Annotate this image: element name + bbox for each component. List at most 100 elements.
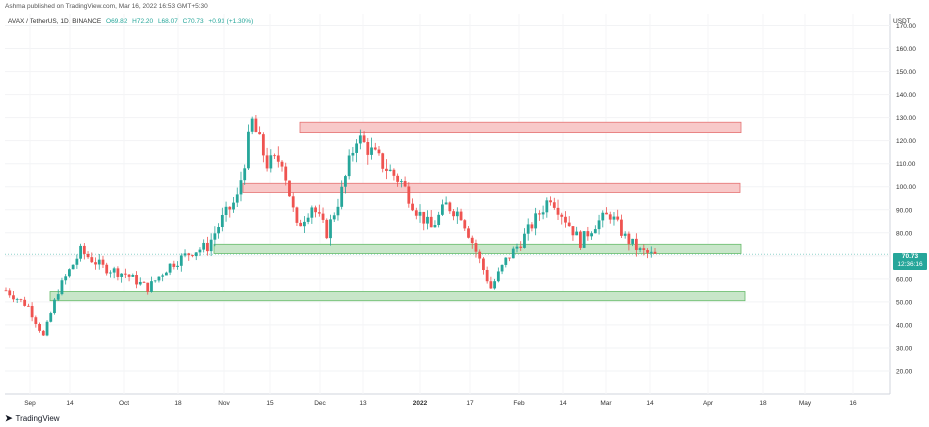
candle-body bbox=[504, 257, 508, 265]
footer-brand[interactable]: ➤ TradingView bbox=[5, 413, 60, 424]
candle-body bbox=[150, 281, 153, 292]
candle-body bbox=[299, 222, 303, 227]
candle-body bbox=[392, 169, 396, 176]
candle-body bbox=[485, 269, 489, 282]
candle-body bbox=[452, 211, 455, 217]
candle-body bbox=[601, 212, 605, 221]
candle-countdown: 12:36:16 bbox=[897, 261, 923, 268]
candle-body bbox=[541, 212, 545, 215]
brand-label: TradingView bbox=[15, 414, 60, 423]
candle-body bbox=[440, 204, 444, 215]
candle-body bbox=[444, 202, 448, 205]
candle-body bbox=[112, 268, 116, 273]
candle-body bbox=[388, 169, 392, 171]
candle-body bbox=[157, 276, 161, 281]
candle-body bbox=[258, 132, 262, 135]
x-tick-label: 14 bbox=[559, 400, 567, 407]
high-value: H72.20 bbox=[132, 18, 154, 25]
y-tick-label: 140.00 bbox=[896, 92, 916, 99]
candle-body bbox=[493, 281, 497, 289]
candle-body bbox=[224, 206, 228, 215]
candle-body bbox=[385, 168, 388, 171]
candle-body bbox=[41, 330, 45, 336]
candle-body bbox=[34, 317, 38, 324]
candle-body bbox=[64, 276, 68, 281]
candle-body bbox=[329, 219, 332, 239]
candle-body bbox=[75, 258, 79, 265]
candle-body bbox=[593, 229, 597, 234]
candle-body bbox=[567, 222, 571, 227]
candle-body bbox=[250, 118, 254, 132]
candle-body bbox=[243, 168, 247, 181]
y-tick-label: 130.00 bbox=[896, 115, 916, 122]
candle-body bbox=[377, 149, 381, 154]
candle-body bbox=[605, 212, 608, 215]
candle-body bbox=[8, 290, 12, 296]
y-tick-label: 20.00 bbox=[896, 368, 913, 375]
y-tick-label: 40.00 bbox=[896, 322, 913, 329]
candle-body bbox=[79, 245, 82, 259]
candle-body bbox=[582, 231, 586, 248]
candle-body bbox=[620, 219, 623, 236]
candle-body bbox=[496, 271, 500, 282]
candle-body bbox=[355, 143, 359, 153]
candle-body bbox=[455, 211, 459, 217]
last-price-value: 70.73 bbox=[901, 253, 919, 260]
candle-body bbox=[530, 224, 534, 229]
candle-body bbox=[627, 233, 631, 244]
candle-body bbox=[489, 281, 493, 289]
candle-body bbox=[261, 134, 265, 156]
x-tick-label: 14 bbox=[66, 400, 74, 407]
candle-body bbox=[94, 262, 97, 265]
currency-label: USDT bbox=[893, 18, 911, 25]
candle-body bbox=[418, 211, 422, 216]
x-tick-label: Oct bbox=[119, 400, 129, 407]
candle-body bbox=[366, 142, 370, 155]
y-tick-label: 80.00 bbox=[896, 230, 913, 237]
y-tick-label: 100.00 bbox=[896, 184, 916, 191]
candle-body bbox=[198, 249, 202, 253]
candle-body bbox=[448, 202, 452, 212]
candle-body bbox=[146, 282, 150, 292]
candle-body bbox=[560, 214, 564, 217]
candle-body bbox=[511, 248, 515, 259]
candle-body bbox=[101, 259, 105, 265]
candle-body bbox=[23, 299, 27, 306]
candle-body bbox=[276, 155, 280, 162]
candle-body bbox=[347, 155, 351, 177]
x-tick-label: 18 bbox=[759, 400, 767, 407]
candle-body bbox=[138, 281, 142, 285]
candle-body bbox=[288, 180, 291, 197]
candle-body bbox=[161, 275, 165, 277]
candle-body bbox=[396, 175, 400, 182]
candle-body bbox=[467, 228, 470, 238]
candle-body bbox=[508, 257, 511, 259]
published-line: Ashma published on TradingView.com, Mar … bbox=[5, 3, 208, 10]
candle-body bbox=[381, 153, 385, 169]
candle-body bbox=[597, 220, 601, 230]
candle-body bbox=[284, 166, 288, 181]
candle-body bbox=[30, 306, 34, 318]
candle-body bbox=[634, 238, 638, 250]
candle-body bbox=[564, 216, 567, 223]
candle-body bbox=[646, 250, 649, 253]
x-axis: Sep 14 Oct 18 Nov 15 Dec 13 2022 17 Feb 14 Mar 14 Apr 1… bbox=[24, 400, 857, 407]
y-tick-label: 50.00 bbox=[896, 299, 913, 306]
candle-body bbox=[526, 224, 530, 234]
candle-body bbox=[340, 186, 344, 207]
low-value: L68.07 bbox=[157, 18, 178, 25]
candle-body bbox=[247, 131, 250, 169]
candle-body bbox=[213, 233, 217, 240]
candle-body bbox=[362, 135, 366, 143]
candle-body bbox=[4, 290, 8, 292]
candle-body bbox=[586, 231, 590, 237]
candle-body bbox=[235, 194, 239, 203]
candle-body bbox=[463, 220, 467, 229]
candle-body bbox=[153, 280, 157, 282]
y-tick-label: 30.00 bbox=[896, 345, 913, 352]
x-tick-label: 14 bbox=[646, 400, 654, 407]
candle-body bbox=[500, 264, 504, 272]
candle-body bbox=[590, 233, 593, 237]
candle-body bbox=[537, 213, 541, 215]
